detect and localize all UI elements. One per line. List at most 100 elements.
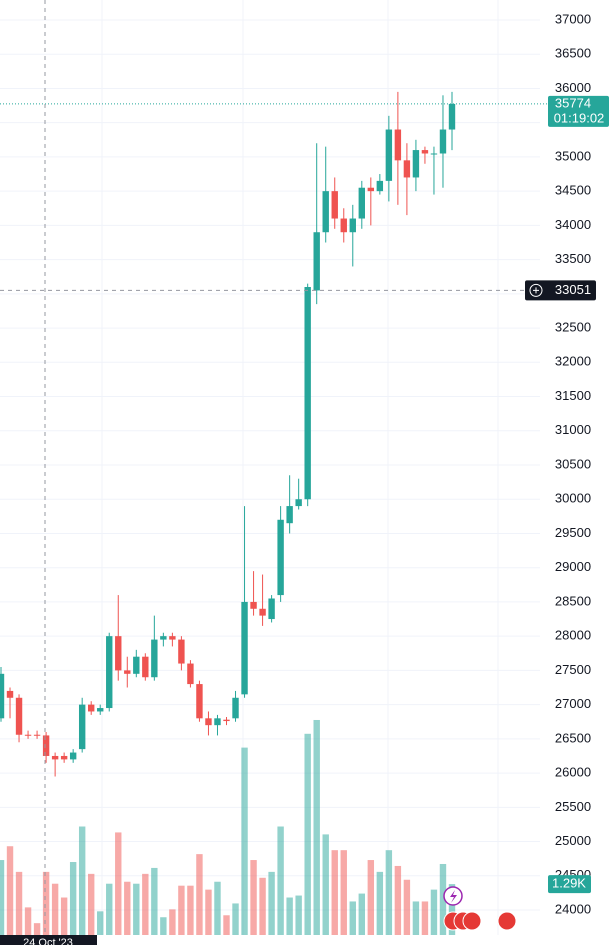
candle-body [430, 153, 438, 155]
candle-body [277, 519, 284, 596]
y-tick-label: 27000 [555, 696, 591, 711]
volume-bar [349, 901, 356, 935]
volume-bar [205, 889, 212, 935]
volume-bar [133, 883, 140, 935]
volume-bar [169, 909, 176, 935]
candle-body [124, 670, 131, 674]
volume-bar [187, 885, 194, 935]
volume-bar [51, 883, 59, 935]
crosshair-date-box [0, 935, 97, 945]
volume-bar [42, 871, 50, 935]
candle-body [268, 598, 275, 620]
volume-bar [0, 860, 5, 935]
candle-body [60, 755, 68, 760]
volume-bar [106, 883, 113, 935]
last-price-label: 35774 [555, 95, 591, 110]
y-tick-label: 34000 [555, 217, 591, 232]
last-price-box [548, 95, 609, 127]
candle-body [6, 690, 14, 698]
candle-body [367, 187, 375, 192]
volume-bar [6, 846, 14, 935]
volume-bar [412, 901, 420, 935]
candle-body [205, 718, 212, 726]
candle-body [97, 708, 104, 712]
y-tick-label: 37000 [555, 11, 591, 26]
candle-body [349, 218, 356, 233]
volume-bar [241, 747, 248, 935]
volume-bar [421, 901, 429, 935]
candle-body [115, 636, 122, 671]
volume-label: 1.29K [552, 876, 586, 891]
candle-body [448, 103, 456, 130]
candle-body [322, 191, 329, 233]
volume-bar [295, 895, 302, 935]
candle-body [133, 656, 140, 674]
y-tick-label: 32500 [555, 320, 591, 335]
volume-label-box [548, 875, 591, 894]
y-tick-label: 27500 [555, 662, 591, 677]
vertical-grid [101, 0, 499, 935]
us-flag-icon[interactable] [462, 911, 482, 931]
candles [0, 91, 456, 777]
overlay: 2400024500250002550026000265002700027500… [0, 11, 609, 916]
volume-bar [160, 917, 167, 935]
us-flag-icon[interactable] [497, 911, 517, 931]
candle-body [259, 608, 266, 616]
volume-bar [97, 911, 104, 935]
volume-bar [448, 884, 456, 935]
y-tick-label: 26500 [555, 730, 591, 745]
candle-body [88, 704, 95, 712]
volume-bar [78, 826, 86, 935]
volume-bar [60, 897, 68, 935]
y-tick-label: 26000 [555, 765, 591, 780]
volume-bar [33, 923, 41, 935]
crosshair-plus-icon[interactable] [529, 283, 543, 297]
volume-bar [142, 873, 149, 935]
candle-body [295, 499, 302, 507]
countdown-label: 01:19:02 [554, 110, 605, 125]
volume-bar [394, 865, 402, 935]
volume-bar [376, 871, 384, 935]
candle-body [403, 160, 411, 178]
volume-bar [250, 860, 257, 935]
volume-bar [178, 885, 185, 935]
volume-bar [313, 719, 320, 935]
y-tick-label: 30500 [555, 456, 591, 471]
y-tick-label: 28500 [555, 593, 591, 608]
volume-bar [403, 879, 411, 935]
candle-body [232, 697, 239, 719]
y-tick-label: 31000 [555, 422, 591, 437]
candle-body [313, 232, 320, 291]
crosshair-price-label: 33051 [555, 282, 591, 297]
crosshair-price-box [525, 280, 596, 301]
y-tick-label: 28000 [555, 628, 591, 643]
volume-bar [259, 877, 266, 935]
y-tick-label: 25000 [555, 833, 591, 848]
volume-bar [15, 871, 23, 935]
candle-body [24, 734, 32, 736]
y-tick-label: 32000 [555, 354, 591, 369]
volume-bar [277, 826, 284, 935]
volume-bar [232, 903, 239, 935]
y-tick-label: 29000 [555, 559, 591, 574]
candle-body [439, 129, 447, 154]
y-tick-label: 31500 [555, 388, 591, 403]
candle-body [196, 684, 203, 719]
candle-body [286, 506, 293, 524]
candle-body [160, 636, 167, 640]
candle-body [69, 752, 77, 760]
candle-body [42, 735, 50, 756]
y-tick-label: 36500 [555, 46, 591, 61]
candle-body [178, 639, 185, 664]
y-tick-label: 24000 [555, 901, 591, 916]
volume-bar [196, 854, 203, 935]
volume-bar [124, 881, 131, 935]
candle-body [106, 636, 113, 709]
volume-bar [331, 850, 338, 935]
candle-body [51, 755, 59, 760]
volume-bar [268, 871, 275, 935]
volume-bar [430, 889, 438, 935]
candle-body [187, 663, 194, 685]
candle-body [304, 286, 311, 500]
volume-bar [69, 862, 77, 935]
